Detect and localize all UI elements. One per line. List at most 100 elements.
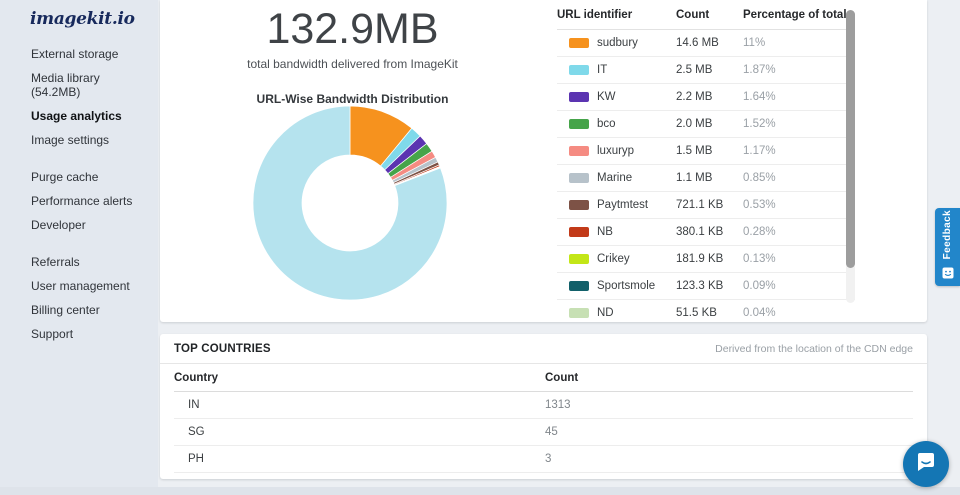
table-row: luxuryp 1.5 MB 1.17%: [557, 138, 855, 165]
table-row: Sportsmole 123.3 KB 0.09%: [557, 273, 855, 300]
url-identifier-label: bco: [597, 118, 616, 130]
feedback-label: Feedback: [942, 209, 953, 260]
usage-analytics-card: 132.9MB total bandwidth delivered from I…: [160, 0, 927, 322]
url-identifier-cell: Marine: [557, 172, 676, 184]
chat-launcher-button[interactable]: [903, 441, 949, 487]
table-row: PH 3: [174, 446, 913, 473]
country-cell: IN: [188, 399, 200, 411]
url-identifier-cell: bco: [557, 118, 676, 130]
url-table-header-cell: Count: [676, 8, 710, 21]
percentage-cell: 0.53%: [743, 199, 776, 211]
url-identifier-label: IT: [597, 64, 608, 76]
country-count-cell: 45: [545, 426, 558, 438]
table-scrollbar[interactable]: [846, 10, 855, 303]
url-identifier-cell: Sportsmole: [557, 280, 676, 292]
table-row: Crikey 181.9 KB 0.13%: [557, 246, 855, 273]
sidebar-item-developer[interactable]: Developer: [31, 218, 86, 232]
feedback-smiley-icon: [942, 266, 954, 284]
table-scrollbar-thumb[interactable]: [846, 10, 855, 268]
url-identifier-label: sudbury: [597, 37, 638, 49]
sidebar-item-external-storage[interactable]: External storage: [31, 47, 119, 61]
sidebar-item-billing-center[interactable]: Billing center: [31, 303, 100, 317]
url-table-header-cell: Percentage of total: [743, 8, 847, 21]
country-cell: SG: [188, 426, 205, 438]
count-cell: 181.9 KB: [676, 253, 724, 265]
sidebar-item-media-library-54-2mb[interactable]: Media library (54.2MB): [31, 71, 100, 99]
url-bandwidth-table-panel: URL identifier Count Percentage of total su…: [545, 0, 927, 322]
top-countries-table: Country Count IN 1313 SG 45 PH 3: [174, 364, 913, 473]
count-cell: 123.3 KB: [676, 280, 724, 292]
feedback-tab[interactable]: Feedback: [935, 208, 960, 286]
sidebar: imagekit.io External storage Media librar…: [0, 0, 158, 495]
sidebar-nav: External storage Media library (54.2MB) Us…: [0, 42, 158, 346]
table-row: Marine 1.1 MB 0.85%: [557, 165, 855, 192]
legend-swatch: [569, 200, 589, 210]
table-row: IN 1313: [174, 392, 913, 419]
bandwidth-donut-chart: [250, 103, 450, 303]
count-cell: 1.5 MB: [676, 145, 713, 157]
count-cell: 2.2 MB: [676, 91, 713, 103]
url-identifier-label: NB: [597, 226, 613, 238]
country-header-cell: Country: [174, 371, 219, 384]
table-row: bco 2.0 MB 1.52%: [557, 111, 855, 138]
legend-swatch: [569, 227, 589, 237]
url-table-header-cell: URL identifier: [557, 8, 633, 21]
legend-swatch: [569, 281, 589, 291]
url-identifier-label: ND: [597, 307, 614, 319]
percentage-cell: 1.52%: [743, 118, 776, 130]
url-identifier-cell: Crikey: [557, 253, 676, 265]
percentage-cell: 0.85%: [743, 172, 776, 184]
imagekit-logo[interactable]: imagekit.io: [30, 9, 135, 29]
sidebar-item-performance-alerts[interactable]: Performance alerts: [31, 194, 133, 208]
percentage-cell: 1.87%: [743, 64, 776, 76]
sidebar-item-usage-analytics[interactable]: Usage analytics: [31, 109, 122, 123]
url-identifier-label: Paytmtest: [597, 199, 649, 211]
sidebar-item-referrals[interactable]: Referrals: [31, 255, 80, 269]
cdn-edge-note: Derived from the location of the CDN edg…: [715, 342, 913, 355]
percentage-cell: 1.64%: [743, 91, 776, 103]
top-countries-card: TOP COUNTRIES Derived from the location …: [160, 334, 927, 479]
count-cell: 380.1 KB: [676, 226, 724, 238]
url-identifier-label: Marine: [597, 172, 633, 184]
sidebar-item-purge-cache[interactable]: Purge cache: [31, 170, 99, 184]
percentage-cell: 0.09%: [743, 280, 776, 292]
table-row: NB 380.1 KB 0.28%: [557, 219, 855, 246]
legend-swatch: [569, 65, 589, 75]
percentage-cell: 1.17%: [743, 145, 776, 157]
table-row: sudbury 14.6 MB 11%: [557, 30, 855, 57]
url-identifier-cell: Paytmtest: [557, 199, 676, 211]
url-identifier-label: Crikey: [597, 253, 630, 265]
country-cell: PH: [188, 453, 204, 465]
donut-slice-rest[interactable]: [252, 105, 448, 301]
legend-swatch: [569, 254, 589, 264]
legend-swatch: [569, 92, 589, 102]
total-bandwidth-caption: total bandwidth delivered from ImageKit: [247, 57, 458, 71]
total-bandwidth-value: 132.9MB: [266, 5, 439, 53]
count-cell: 51.5 KB: [676, 307, 717, 319]
url-identifier-cell: KW: [557, 91, 676, 103]
legend-swatch: [569, 173, 589, 183]
table-row: KW 2.2 MB 1.64%: [557, 84, 855, 111]
count-cell: 1.1 MB: [676, 172, 713, 184]
sidebar-group: Referrals User management Billing center Su…: [0, 250, 158, 346]
count-cell: 2.0 MB: [676, 118, 713, 130]
count-cell: 721.1 KB: [676, 199, 724, 211]
percentage-cell: 11%: [743, 37, 766, 49]
top-countries-header: TOP COUNTRIES Derived from the location …: [160, 334, 927, 364]
sidebar-item-support[interactable]: Support: [31, 327, 74, 341]
table-row: Paytmtest 721.1 KB 0.53%: [557, 192, 855, 219]
percentage-cell: 0.04%: [743, 307, 776, 319]
count-header-cell: Count: [545, 371, 579, 384]
country-count-cell: 1313: [545, 399, 571, 411]
sidebar-item-user-management[interactable]: User management: [31, 279, 130, 293]
table-row: SG 45: [174, 419, 913, 446]
chat-bubble-icon: [914, 450, 938, 479]
legend-swatch: [569, 308, 589, 318]
url-identifier-cell: IT: [557, 64, 676, 76]
sidebar-item-image-settings[interactable]: Image settings: [31, 133, 110, 147]
percentage-cell: 0.13%: [743, 253, 776, 265]
horizontal-scroll-strip[interactable]: [0, 487, 960, 495]
url-identifier-cell: NB: [557, 226, 676, 238]
url-table-header-row: URL identifier Count Percentage of total: [557, 0, 855, 30]
chart-title: URL-Wise Bandwidth Distribution: [256, 92, 449, 106]
